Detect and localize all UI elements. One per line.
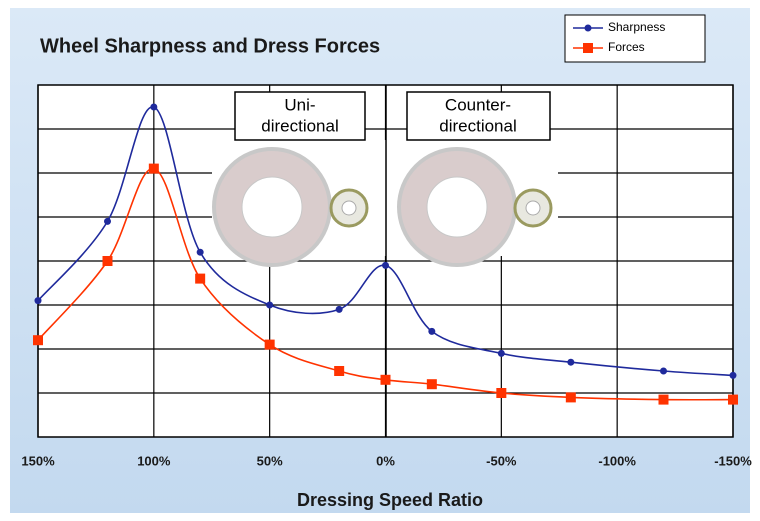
annotation: Counter- (445, 95, 511, 114)
x-tick-label: -100% (598, 453, 636, 468)
marker (585, 25, 592, 32)
marker (566, 392, 576, 402)
x-tick-label: -150% (714, 453, 752, 468)
marker (149, 164, 159, 174)
annotation: directional (261, 116, 339, 135)
marker (427, 379, 437, 389)
marker (660, 368, 667, 375)
x-axis-label: Dressing Speed Ratio (297, 490, 483, 510)
annotation: Uni- (284, 95, 315, 114)
marker (265, 340, 275, 350)
dresser-hub (526, 201, 540, 215)
dresser-hub (342, 201, 356, 215)
x-tick-label: 100% (137, 453, 171, 468)
marker (728, 395, 738, 405)
x-tick-label: 150% (21, 453, 55, 468)
marker (103, 256, 113, 266)
marker (381, 375, 391, 385)
annotation: directional (439, 116, 517, 135)
marker (336, 306, 343, 313)
x-tick-label: -50% (486, 453, 517, 468)
marker (496, 388, 506, 398)
marker (730, 372, 737, 379)
marker (197, 249, 204, 256)
marker (150, 104, 157, 111)
marker (35, 297, 42, 304)
wheel-hub (427, 177, 487, 237)
x-tick-label: 50% (257, 453, 283, 468)
wheel-hub (242, 177, 302, 237)
marker (195, 274, 205, 284)
legend-label: Sharpness (608, 20, 665, 34)
chart: Uni- directional Counter- directional Wh… (0, 0, 760, 521)
marker (583, 43, 593, 53)
x-tick-label: 0% (376, 453, 395, 468)
marker (567, 359, 574, 366)
marker (266, 302, 273, 309)
marker (498, 350, 505, 357)
marker (382, 262, 389, 269)
marker (334, 366, 344, 376)
legend-label: Forces (608, 40, 645, 54)
marker (659, 395, 669, 405)
marker (33, 335, 43, 345)
chart-title: Wheel Sharpness and Dress Forces (40, 35, 380, 57)
marker (428, 328, 435, 335)
marker (104, 218, 111, 225)
